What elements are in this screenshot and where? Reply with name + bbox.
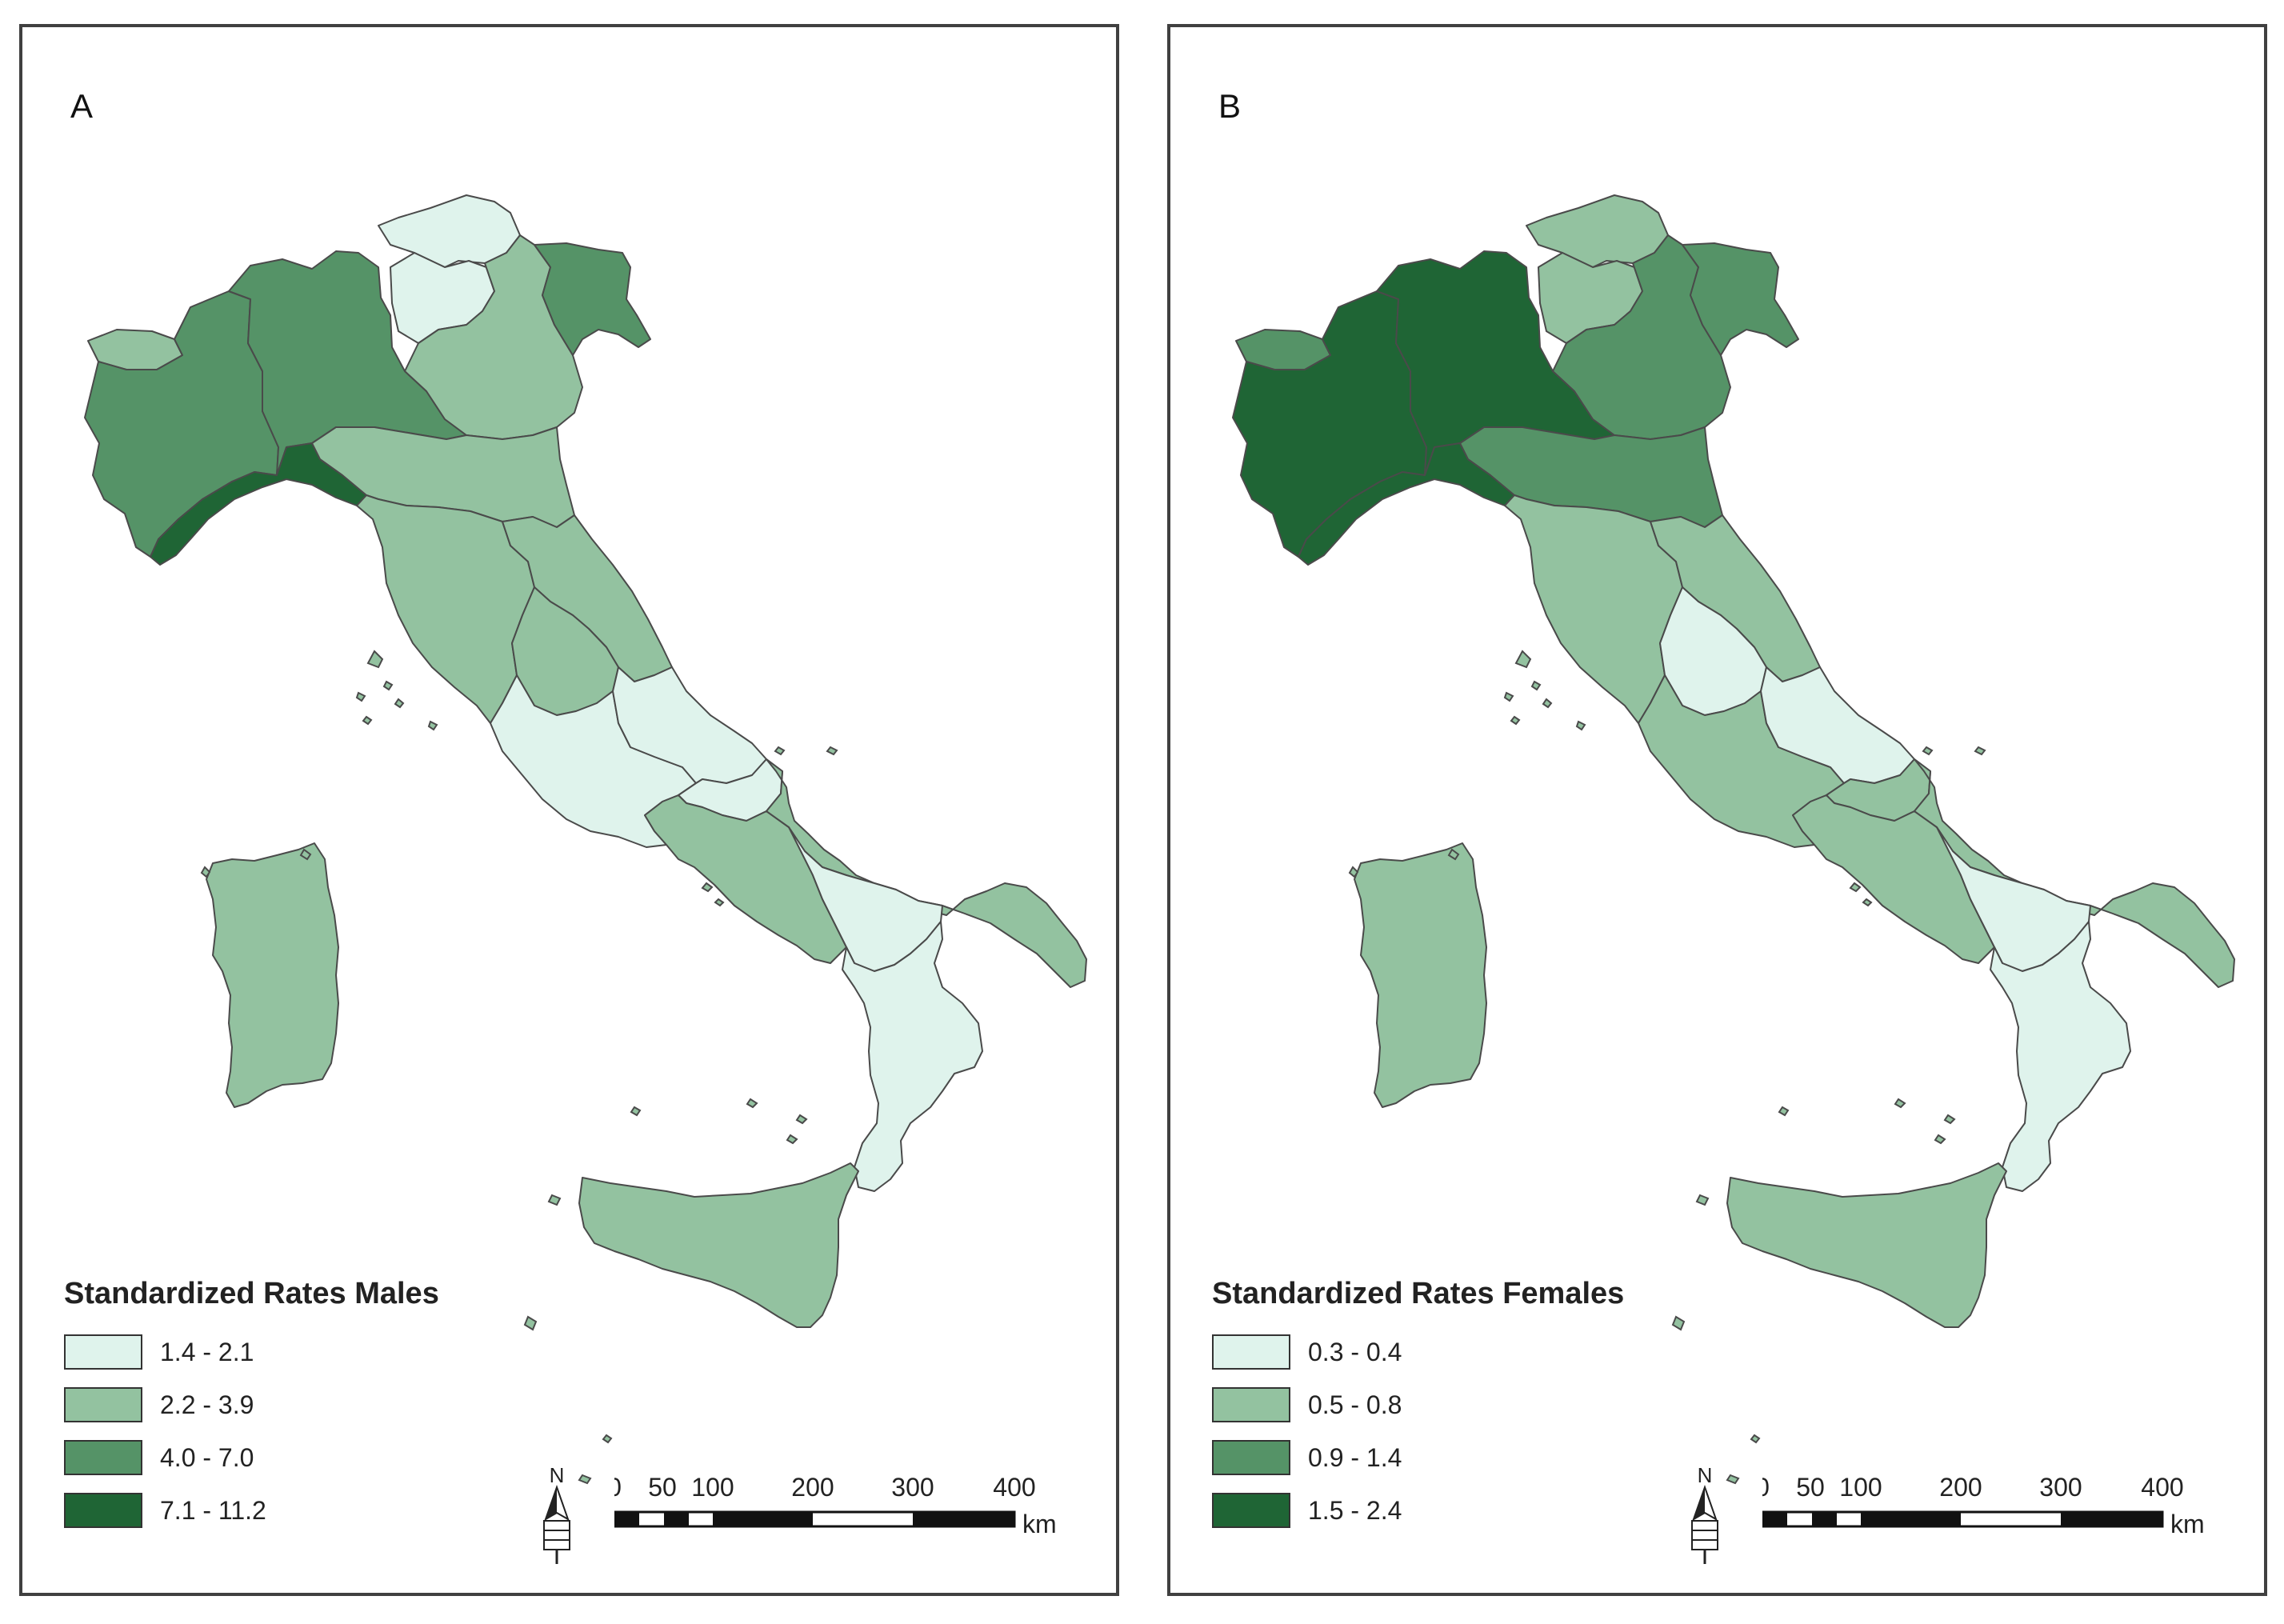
region-sicily — [578, 1162, 859, 1328]
scale-unit: km — [2170, 1510, 2205, 1538]
legend-item: 0.9 - 1.4 — [1212, 1431, 1624, 1484]
legend-swatch — [1212, 1334, 1290, 1370]
legend-item: 0.5 - 0.8 — [1212, 1378, 1624, 1431]
legend-label: 2.2 - 3.9 — [160, 1390, 254, 1419]
scale-tick-label: 100 — [1839, 1473, 1882, 1502]
scale-tick-label: 300 — [2039, 1473, 2082, 1502]
region-sicily — [1726, 1162, 2007, 1328]
region-calabria — [1990, 921, 2131, 1192]
legend-label: 0.5 - 0.8 — [1308, 1390, 1402, 1419]
map-panel-a: A Standardized Rates Males 1.4 - 2.1 2.2… — [19, 24, 1119, 1596]
choropleth-map-a — [84, 194, 1087, 1484]
legend-a: Standardized Rates Males 1.4 - 2.1 2.2 -… — [64, 1277, 439, 1537]
legend-label: 0.3 - 0.4 — [1308, 1337, 1402, 1366]
legend-label: 1.5 - 2.4 — [1308, 1495, 1402, 1525]
scale-tick-label: 200 — [1939, 1473, 1982, 1502]
legend-label: 7.1 - 11.2 — [160, 1495, 266, 1525]
scale-tick-label: 50 — [1796, 1473, 1825, 1502]
legend-item: 1.5 - 2.4 — [1212, 1484, 1624, 1537]
scale-tick-label: 400 — [2141, 1473, 2183, 1502]
scale-tick-label: 0 — [614, 1473, 622, 1502]
legend-item: 1.4 - 2.1 — [64, 1326, 439, 1378]
legend-label: 0.9 - 1.4 — [1308, 1442, 1402, 1472]
choropleth-map-b — [1232, 194, 2235, 1484]
regions-layer — [84, 194, 1087, 1328]
scale-tick-label: 200 — [791, 1473, 834, 1502]
legend-swatch — [1212, 1440, 1290, 1475]
legend-swatch — [1212, 1493, 1290, 1528]
legend-item: 0.3 - 0.4 — [1212, 1326, 1624, 1378]
legend-item: 7.1 - 11.2 — [64, 1484, 439, 1537]
regions-layer — [1232, 194, 2235, 1328]
legend-b: Standardized Rates Females 0.3 - 0.4 0.5… — [1212, 1277, 1624, 1537]
legend-item: 4.0 - 7.0 — [64, 1431, 439, 1484]
legend-swatch — [64, 1334, 142, 1370]
scale-bar: 0 50 100 200 300 400 km — [1762, 1473, 2205, 1538]
scale-tick-label: 400 — [993, 1473, 1035, 1502]
legend-swatch — [64, 1493, 142, 1528]
region-friuli — [534, 242, 651, 356]
legend-item: 2.2 - 3.9 — [64, 1378, 439, 1431]
panel-label: A — [70, 87, 94, 125]
north-arrow-icon: N — [543, 1463, 570, 1564]
scale-tick-label: 0 — [1762, 1473, 1770, 1502]
north-arrow-icon: N — [1691, 1463, 1718, 1564]
legend-swatch — [64, 1387, 142, 1422]
legend-title: Standardized Rates Females — [1212, 1277, 1625, 1310]
scale-bar: 0 50 100 200 300 400 km — [614, 1473, 1057, 1538]
panel-label: B — [1218, 87, 1242, 125]
legend-swatch — [1212, 1387, 1290, 1422]
region-calabria — [842, 921, 983, 1192]
scale-tick-label: 50 — [648, 1473, 677, 1502]
map-panel-b: B Standardized Rates Females 0.3 - 0.4 0… — [1167, 24, 2267, 1596]
region-friuli — [1682, 242, 1799, 356]
scale-unit: km — [1022, 1510, 1057, 1538]
legend-swatch — [64, 1440, 142, 1475]
north-label: N — [1698, 1463, 1713, 1487]
north-label: N — [550, 1463, 565, 1487]
legend-label: 4.0 - 7.0 — [160, 1442, 254, 1472]
legend-title: Standardized Rates Males — [64, 1277, 439, 1310]
region-sardinia — [206, 842, 339, 1108]
scale-tick-label: 300 — [891, 1473, 934, 1502]
scale-tick-label: 100 — [691, 1473, 734, 1502]
legend-label: 1.4 - 2.1 — [160, 1337, 254, 1366]
region-sardinia — [1354, 842, 1487, 1108]
